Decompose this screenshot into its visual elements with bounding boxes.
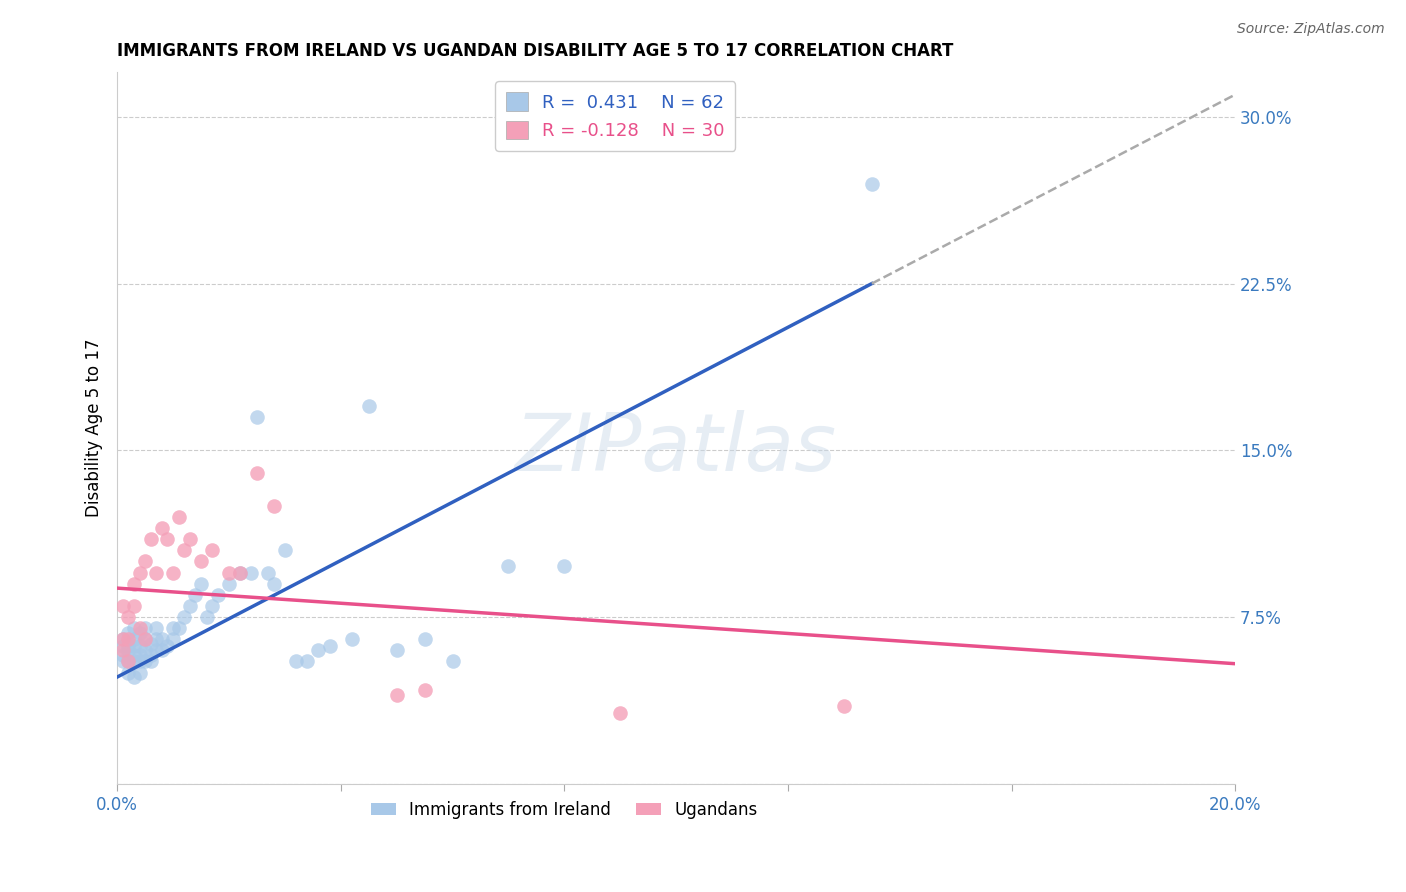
Point [117,632,139,647]
Point [156,639,179,653]
Point [128,625,150,640]
Text: IMMIGRANTS FROM IRELAND VS UGANDAN DISABILITY AGE 5 TO 17 CORRELATION CHART: IMMIGRANTS FROM IRELAND VS UGANDAN DISAB… [117,42,953,60]
Point [111,632,134,647]
Point [128,566,150,580]
Point [139,637,162,651]
Text: ZIPatlas: ZIPatlas [515,410,837,489]
Point [117,655,139,669]
Point [122,670,145,684]
Point [150,521,173,535]
Point [122,621,145,635]
Y-axis label: Disability Age 5 to 17: Disability Age 5 to 17 [86,339,103,517]
Point [207,588,229,602]
Text: Source: ZipAtlas.com: Source: ZipAtlas.com [1237,22,1385,37]
Point [111,632,134,647]
Point [385,688,408,702]
Point [307,643,329,657]
Point [167,621,190,635]
Point [441,655,464,669]
Point [162,621,184,635]
Point [179,599,201,613]
Point [145,643,167,657]
Point [173,610,195,624]
Point [139,655,162,669]
Point [134,554,156,568]
Point [122,648,145,662]
Point [297,655,319,669]
Point [229,566,252,580]
Point [134,632,156,647]
Point [340,632,363,647]
Point [229,566,252,580]
Point [832,698,855,713]
Point [318,639,340,653]
Point [145,621,167,635]
Point [246,466,269,480]
Point [139,648,162,662]
Point [150,632,173,647]
Point [122,599,145,613]
Point [201,599,224,613]
Point [128,621,150,635]
Point [246,409,269,424]
Point [167,510,190,524]
Point [218,566,240,580]
Point [240,566,263,580]
Legend: Immigrants from Ireland, Ugandans: Immigrants from Ireland, Ugandans [364,794,765,825]
Point [218,576,240,591]
Point [162,566,184,580]
Point [122,639,145,653]
Point [195,610,218,624]
Point [117,665,139,680]
Point [385,643,408,657]
Point [156,533,179,547]
Point [122,632,145,647]
Point [111,599,134,613]
Point [201,543,224,558]
Point [134,632,156,647]
Point [179,533,201,547]
Point [139,533,162,547]
Point [263,499,285,513]
Point [117,655,139,669]
Point [117,643,139,657]
Point [173,543,195,558]
Point [111,643,134,657]
Point [145,632,167,647]
Point [111,655,134,669]
Point [122,655,145,669]
Point [128,639,150,653]
Point [413,683,436,698]
Point [122,576,145,591]
Point [117,625,139,640]
Point [413,632,436,647]
Point [263,576,285,591]
Point [145,566,167,580]
Point [285,655,308,669]
Point [128,655,150,669]
Point [609,706,631,720]
Point [184,588,207,602]
Point [134,655,156,669]
Point [357,399,380,413]
Point [128,665,150,680]
Point [111,639,134,653]
Point [190,576,212,591]
Point [257,566,280,580]
Point [162,632,184,647]
Point [553,558,575,573]
Point [150,643,173,657]
Point [117,639,139,653]
Point [274,543,297,558]
Point [860,177,883,191]
Point [134,643,156,657]
Point [134,621,156,635]
Point [128,648,150,662]
Point [498,558,520,573]
Point [111,648,134,662]
Point [190,554,212,568]
Point [117,610,139,624]
